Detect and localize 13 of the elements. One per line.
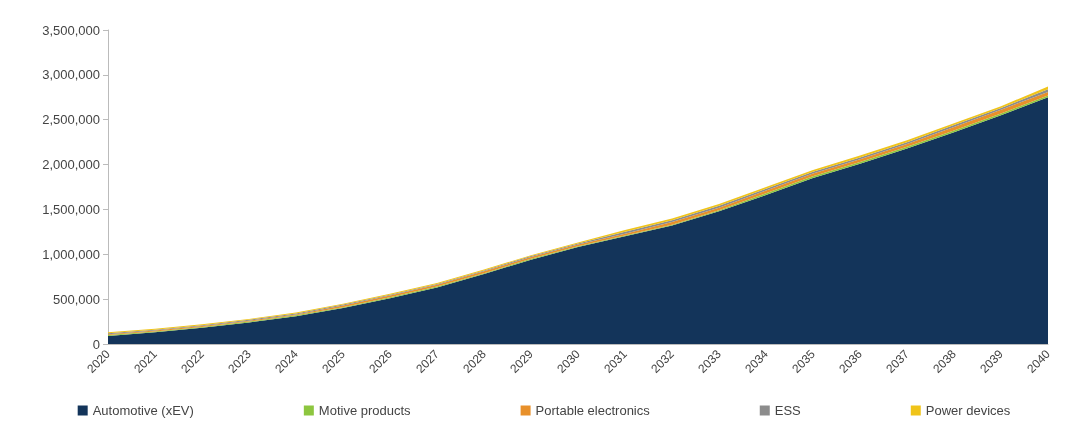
y-tick-label: 3,500,000: [42, 22, 100, 38]
y-tick-label: 2,000,000: [42, 157, 100, 173]
legend-label: Automotive (xEV): [92, 403, 194, 418]
legend-label: Portable electronics: [535, 403, 651, 418]
y-tick-label: 500,000: [53, 291, 100, 307]
legend-label: ESS: [774, 403, 802, 418]
y-tick-label: 1,500,000: [42, 201, 100, 217]
legend-label: Power devices: [925, 403, 1011, 418]
y-tick-label: 0: [92, 336, 100, 352]
y-tick-label: 3,000,000: [42, 67, 100, 83]
y-tick-label: 1,000,000: [42, 246, 100, 262]
legend-label: Motive products: [318, 403, 412, 418]
y-tick-label: 2,500,000: [42, 112, 100, 128]
